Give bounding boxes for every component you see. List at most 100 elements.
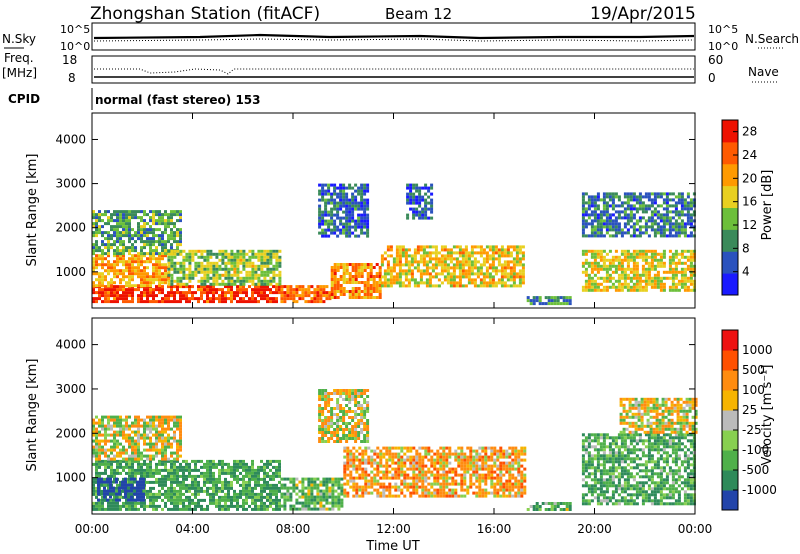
data-cell [176, 261, 180, 265]
data-cell [339, 389, 343, 392]
data-cell [185, 486, 188, 490]
data-cell [647, 225, 651, 229]
data-cell [343, 464, 347, 468]
data-cell [446, 266, 450, 270]
data-cell [98, 459, 101, 463]
data-cell [245, 273, 249, 277]
data-cell [92, 445, 95, 449]
data-cell [164, 501, 167, 505]
data-cell [227, 261, 231, 265]
data-cell [179, 249, 183, 253]
data-cell [272, 471, 275, 475]
data-cell [506, 245, 510, 249]
data-cell [605, 276, 609, 280]
data-cell [95, 495, 98, 499]
data-cell [330, 222, 334, 226]
data-cell [683, 282, 687, 286]
data-cell [367, 473, 371, 477]
data-cell [354, 287, 358, 290]
data-cell [194, 477, 197, 481]
data-cell [203, 276, 207, 280]
data-cell [351, 207, 355, 211]
data-cell [506, 272, 510, 276]
data-cell [316, 489, 320, 493]
data-cell [221, 486, 224, 490]
data-cell [653, 228, 657, 232]
data-cell [360, 183, 364, 187]
data-cell [173, 285, 176, 289]
data-cell [119, 222, 122, 226]
data-cell [280, 288, 284, 292]
data-cell [686, 249, 690, 253]
data-cell [336, 287, 340, 290]
data-cell [269, 276, 273, 280]
data-cell [101, 448, 104, 452]
data-cell [112, 492, 115, 496]
data-cell [641, 249, 645, 253]
data-cell [176, 489, 179, 493]
data-cell [416, 281, 420, 285]
data-cell [383, 284, 387, 288]
data-cell [333, 296, 337, 299]
data-cell [482, 260, 486, 264]
data-cell [257, 255, 261, 259]
data-cell [194, 483, 197, 487]
data-cell [257, 276, 261, 280]
data-cell [351, 425, 355, 428]
data-cell [629, 198, 633, 202]
data-cell [378, 290, 382, 293]
data-cell [164, 448, 167, 452]
freq-left-tick-top: 18 [62, 53, 77, 67]
data-cell [382, 491, 386, 495]
data-cell [596, 255, 600, 259]
data-cell [212, 288, 215, 292]
data-cell [218, 480, 221, 484]
data-cell [263, 477, 266, 481]
data-cell [413, 251, 417, 255]
data-cell [104, 269, 107, 273]
data-cell [431, 251, 435, 255]
data-cell [131, 445, 134, 449]
data-cell [581, 252, 585, 256]
data-cell [251, 462, 254, 466]
data-cell [230, 288, 233, 292]
data-cell [137, 294, 140, 298]
data-cell [398, 245, 402, 249]
data-cell [182, 285, 185, 289]
data-cell [173, 504, 176, 508]
data-cell [692, 288, 696, 292]
data-cell [173, 213, 176, 217]
data-cell [248, 495, 251, 499]
data-cell [581, 216, 585, 220]
data-cell [239, 297, 242, 301]
data-cell [257, 504, 260, 508]
data-cell [333, 183, 337, 187]
data-cell [203, 465, 206, 469]
data-cell [602, 195, 606, 199]
data-cell [119, 480, 122, 484]
data-cell [665, 198, 669, 202]
data-cell [119, 234, 122, 238]
data-cell [104, 297, 107, 301]
data-cell [173, 424, 176, 428]
data-cell [422, 263, 426, 267]
data-cell [128, 415, 131, 419]
data-cell [170, 468, 173, 472]
data-cell [587, 264, 591, 268]
data-cell [239, 255, 243, 259]
data-cell [179, 507, 182, 511]
data-cell [206, 507, 209, 511]
data-cell [354, 440, 358, 443]
data-cell [596, 252, 600, 256]
data-cell [656, 276, 660, 280]
data-cell [316, 498, 320, 502]
data-cell [348, 234, 352, 238]
data-cell [593, 198, 597, 202]
data-cell [266, 504, 269, 508]
data-cell [659, 213, 663, 217]
data-cell [354, 204, 358, 208]
data-cell [136, 495, 139, 499]
data-cell [215, 252, 219, 256]
data-cell [182, 507, 185, 511]
data-cell [602, 204, 606, 208]
